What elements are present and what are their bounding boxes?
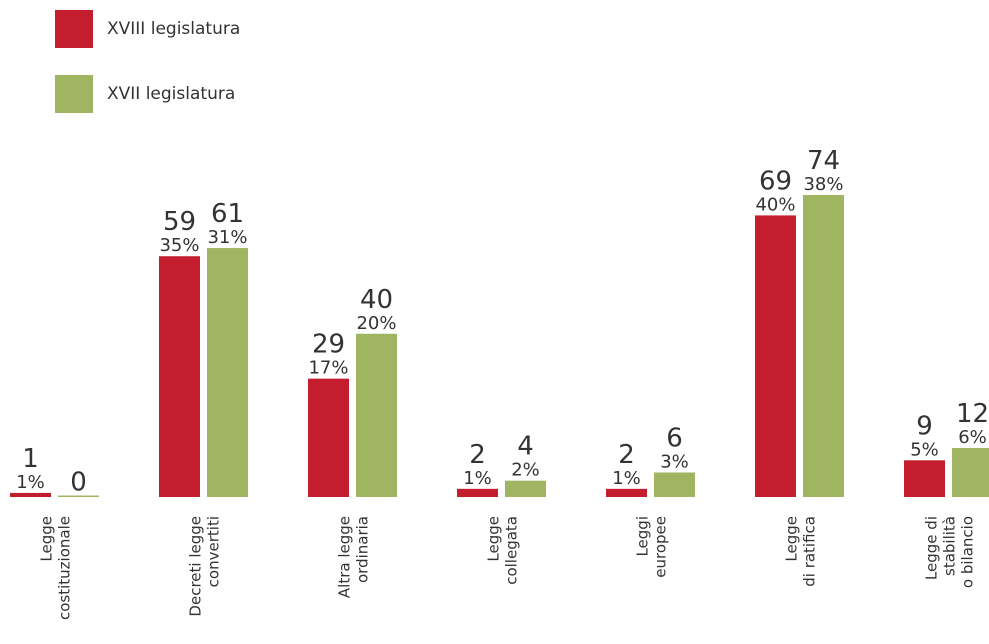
category-label-line-6-0: Legge di xyxy=(923,516,941,580)
value-label-xviii-1: 59 xyxy=(163,207,196,237)
category-label-line-2-0: Altra legge xyxy=(336,516,354,598)
value-label-xvii-6: 12 xyxy=(956,399,989,429)
legend: XVIII legislatura XVII legislatura xyxy=(55,10,240,140)
percent-label-xviii-3: 1% xyxy=(463,468,492,489)
percent-label-xvii-6: 6% xyxy=(958,427,987,448)
value-label-xvii-5: 74 xyxy=(807,146,840,176)
bar-xvii-1 xyxy=(207,248,248,497)
bar-xvii-6 xyxy=(952,448,989,497)
value-label-xvii-3: 4 xyxy=(517,432,534,462)
category-label-1: Decreti legge convertiti xyxy=(187,516,223,617)
percent-label-xvii-5: 38% xyxy=(803,174,843,195)
percent-label-xvii-1: 31% xyxy=(207,227,247,248)
category-label-line-0-1: costituzionale xyxy=(56,516,74,620)
legend-item-xvii: XVII legislatura xyxy=(55,75,240,113)
bar-xviii-2 xyxy=(308,378,349,497)
value-label-xviii-0: 1 xyxy=(22,444,39,474)
value-label-xviii-6: 9 xyxy=(916,411,933,441)
percent-label-xviii-6: 5% xyxy=(910,439,939,460)
percent-label-xviii-2: 17% xyxy=(308,358,348,379)
category-label-0: Legge costituzionale xyxy=(38,516,74,620)
value-label-xvii-1: 61 xyxy=(211,199,244,229)
category-label-6: Legge di stabilità o bilancio xyxy=(923,516,977,588)
legend-label-xvii: XVII legislatura xyxy=(107,84,236,104)
bar-xviii-5 xyxy=(755,215,796,498)
category-label-line-1-0: Decreti legge xyxy=(187,516,205,617)
bar-xvii-3 xyxy=(505,480,546,497)
bar-xviii-0 xyxy=(10,492,51,497)
category-label-5: Legge di ratifica xyxy=(783,516,819,587)
category-label-line-0-0: Legge xyxy=(38,516,56,562)
percent-label-xvii-4: 3% xyxy=(660,452,689,473)
category-label-line-4-0: Leggi xyxy=(634,516,652,557)
percent-label-xviii-4: 1% xyxy=(612,468,641,489)
value-label-xviii-4: 2 xyxy=(618,440,635,470)
category-label-line-6-1: stabilità xyxy=(941,516,959,576)
legend-item-xviii: XVIII legislatura xyxy=(55,10,240,48)
category-label-line-5-0: Legge xyxy=(783,516,801,562)
legend-swatch-xviii xyxy=(55,10,93,48)
value-label-xvii-0: 0 xyxy=(70,468,87,498)
legend-swatch-xvii xyxy=(55,75,93,113)
bar-xvii-2 xyxy=(356,333,397,497)
value-label-xvii-2: 40 xyxy=(360,285,393,315)
bar-xviii-6 xyxy=(904,460,945,497)
value-label-xviii-5: 69 xyxy=(759,166,792,196)
percent-label-xviii-0: 1% xyxy=(16,472,45,493)
category-label-4: Leggi europee xyxy=(634,516,670,578)
category-label-3: Legge collegata xyxy=(485,516,521,585)
legend-label-xviii: XVIII legislatura xyxy=(107,19,241,39)
bar-xviii-3 xyxy=(457,488,498,497)
value-label-xviii-3: 2 xyxy=(469,440,486,470)
category-label-line-6-2: o bilancio xyxy=(959,516,977,588)
value-label-xvii-4: 6 xyxy=(666,424,683,454)
bar-xviii-4 xyxy=(606,488,647,497)
bar-xvii-0 xyxy=(58,495,99,497)
percent-label-xviii-1: 35% xyxy=(159,235,199,256)
percent-label-xvii-2: 20% xyxy=(356,313,396,334)
bar-xvii-4 xyxy=(654,472,695,497)
percent-label-xvii-3: 2% xyxy=(511,460,540,481)
category-label-line-3-1: collegata xyxy=(503,516,521,585)
bar-xvii-5 xyxy=(803,195,844,497)
category-label-line-4-1: europee xyxy=(652,516,670,578)
category-label-line-3-0: Legge xyxy=(485,516,503,562)
value-label-xviii-2: 29 xyxy=(312,330,345,360)
category-label-line-5-1: di ratifica xyxy=(801,516,819,587)
category-label-line-2-1: ordinaria xyxy=(354,516,372,583)
category-label-line-1-1: convertiti xyxy=(205,516,223,587)
category-label-2: Altra legge ordinaria xyxy=(336,516,372,598)
bar-xviii-1 xyxy=(159,256,200,497)
percent-label-xviii-5: 40% xyxy=(755,194,795,215)
